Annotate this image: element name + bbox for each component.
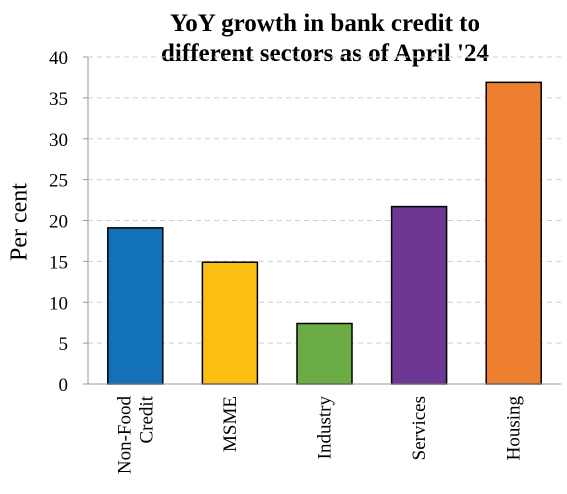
- x-tick-label: Services: [409, 396, 430, 460]
- x-tick-label: Industry: [315, 396, 336, 460]
- bar-msme: [201, 261, 259, 385]
- y-tick-label: 35: [49, 89, 68, 110]
- chart-title-line-1: YoY growth in bank credit to: [170, 10, 480, 37]
- x-tick-label: MSME: [220, 396, 241, 452]
- y-tick-label: 20: [49, 212, 68, 233]
- y-tick-label: 25: [49, 171, 68, 192]
- y-tick-label: 30: [49, 130, 68, 151]
- x-tick-label: Credit: [136, 395, 157, 443]
- bar-industry: [296, 322, 353, 385]
- bar-non-food-credit: [107, 227, 164, 385]
- x-tick-label: Non-Food: [114, 396, 135, 475]
- bar-services: [390, 205, 448, 385]
- y-tick-label: 40: [49, 48, 68, 69]
- y-tick-label: 5: [59, 334, 69, 355]
- x-tick-label: Housing: [504, 396, 525, 461]
- chart-title-line-2: different sectors as of April '24: [161, 40, 489, 67]
- y-tick-label: 10: [49, 293, 68, 314]
- y-tick-label: 0: [59, 375, 69, 396]
- bar-housing: [485, 81, 542, 385]
- y-tick-label: 15: [49, 252, 68, 273]
